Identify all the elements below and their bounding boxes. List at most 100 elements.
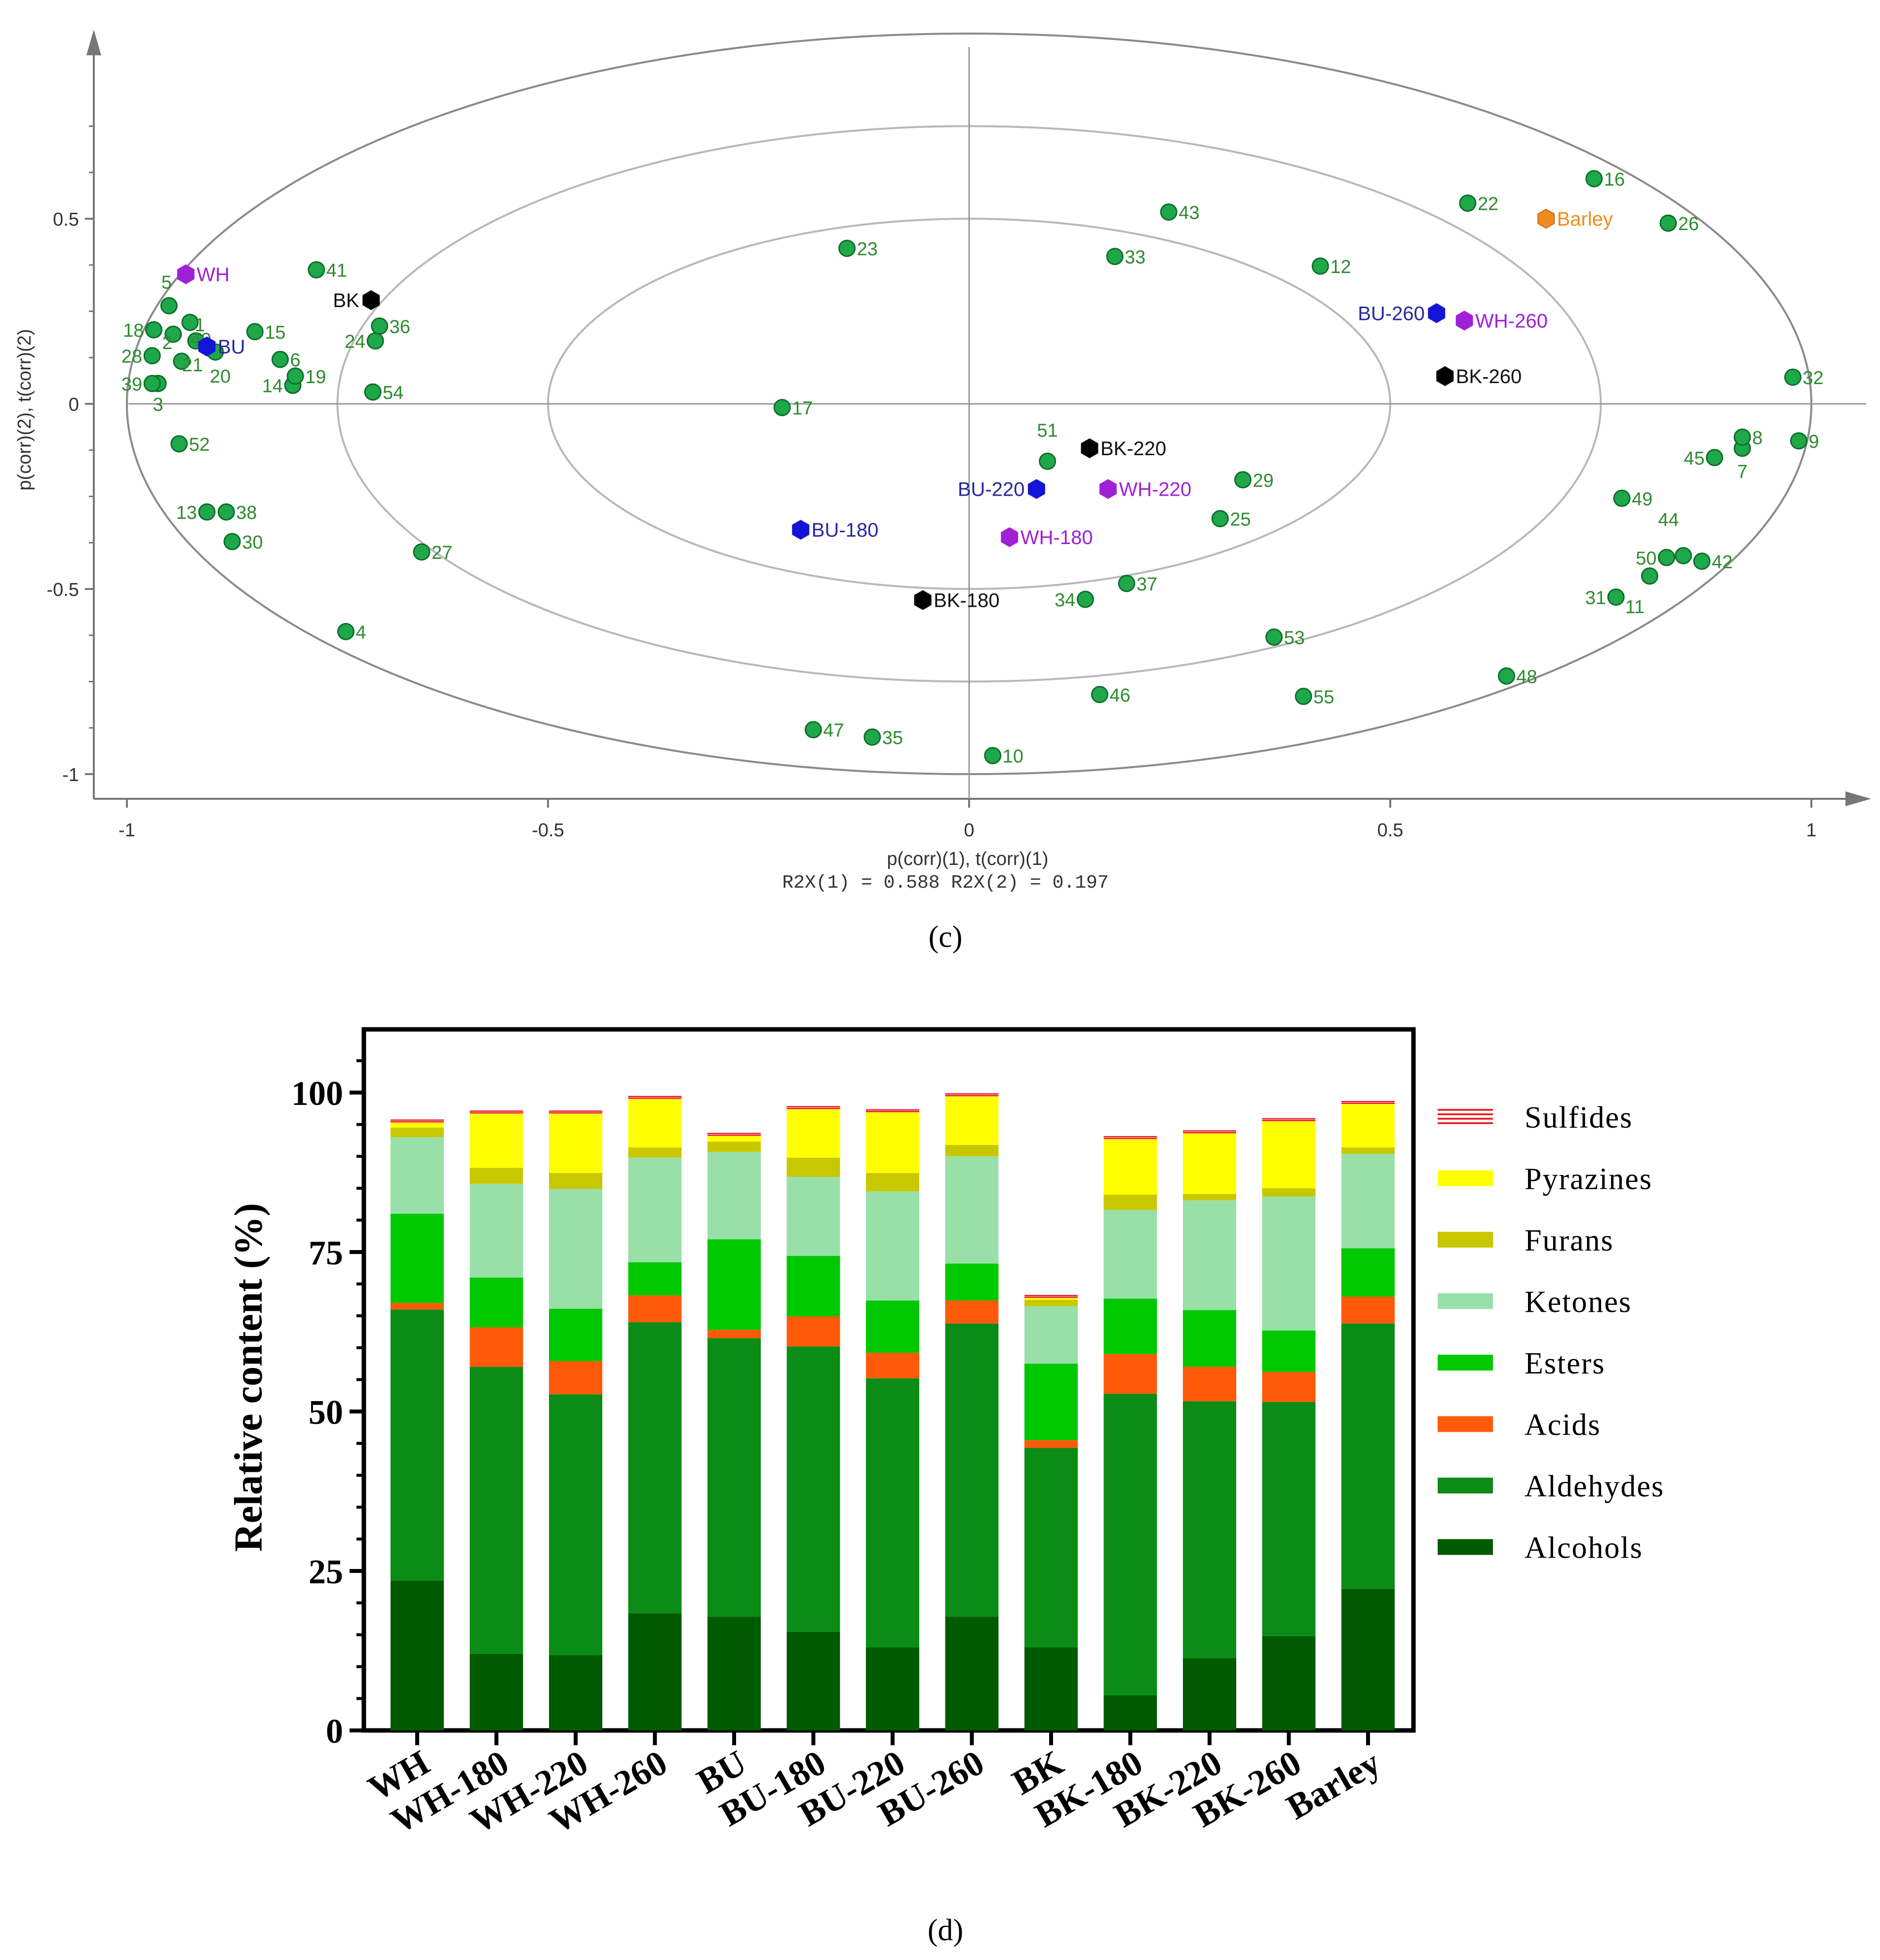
bar-y-tick-label: 100: [291, 1075, 343, 1113]
compound-label-3: 3: [153, 394, 163, 415]
bar-segment-aldehydes-bu-180: [786, 1346, 840, 1632]
bar-segment-furans-barley: [1341, 1147, 1395, 1154]
compound-point-53: [1265, 628, 1283, 646]
compound-point-28: [143, 347, 161, 364]
bar-segment-ketones-bu-220: [866, 1191, 919, 1301]
bar-x-tick-label-barley: Barley: [1280, 1743, 1387, 1827]
legend-item-pyrazines: Pyrazines: [1438, 1163, 1651, 1196]
panel-label-c: (c): [929, 920, 963, 954]
legend-label: Sulfides: [1525, 1101, 1633, 1135]
sample-label-wh-180: WH-180: [1020, 527, 1093, 549]
bar-segment-acids-wh-260: [628, 1295, 682, 1323]
bar-segment-esters-wh-180: [470, 1277, 523, 1328]
scatter-x-axis-label: p(corr)(1), t(corr)(1): [887, 849, 1048, 869]
bar-segment-aldehydes-bk: [1024, 1448, 1078, 1648]
bar-segment-sulfides-bu: [707, 1133, 761, 1136]
sample-label-wh-220: WH-220: [1119, 479, 1191, 501]
bar-segment-furans-bu: [707, 1141, 761, 1152]
compound-point-17: [773, 399, 791, 416]
bar-segment-pyrazines-wh: [391, 1122, 444, 1128]
compound-point-5: [160, 297, 178, 314]
compound-point-13: [198, 503, 216, 521]
bar-segment-furans-bk: [1024, 1299, 1078, 1306]
bar-segment-alcohols-bu-180: [786, 1631, 840, 1730]
compound-label-50: 50: [1636, 548, 1656, 569]
legend-item-sulfides: Sulfides: [1438, 1101, 1633, 1135]
bar-segment-aldehydes-bk-260: [1262, 1402, 1316, 1636]
sample-label-bu-220: BU-220: [958, 479, 1025, 501]
compound-point-43: [1160, 203, 1177, 221]
legend-label: Aldehydes: [1525, 1470, 1664, 1503]
compound-label-23: 23: [857, 239, 878, 260]
bar-segment-ketones-barley: [1341, 1154, 1395, 1249]
bar-segment-acids-wh-220: [549, 1361, 602, 1395]
bar-segment-furans-bk-260: [1262, 1188, 1316, 1197]
sample-point-bu-180: [792, 519, 810, 540]
sample-label-barley: Barley: [1557, 208, 1613, 230]
sample-label-wh: WH: [196, 264, 230, 286]
compound-point-24: [366, 332, 384, 350]
compound-point-10: [984, 747, 1002, 764]
bar-segment-esters-bk-180: [1103, 1298, 1157, 1354]
legend-swatch: [1438, 1232, 1493, 1248]
compound-point-25: [1211, 510, 1229, 527]
compound-point-22: [1459, 195, 1477, 212]
bar-segment-sulfides-wh-220: [549, 1110, 602, 1114]
compound-point-9: [1790, 432, 1807, 450]
compound-label-34: 34: [1055, 590, 1075, 611]
bar-segment-furans-bu-220: [866, 1173, 919, 1192]
bar-segment-acids-bk-180: [1103, 1354, 1157, 1394]
compound-label-35: 35: [882, 728, 903, 748]
bar-y-tick-label: 75: [309, 1234, 343, 1272]
scatter-y-axis-label: p(corr)(2), t(corr)(2): [14, 329, 35, 490]
bar-segment-pyrazines-wh-260: [628, 1098, 682, 1148]
bar-segment-esters-wh: [391, 1214, 444, 1303]
compound-label-54: 54: [383, 383, 403, 403]
compound-point-35: [863, 728, 881, 746]
bar-segment-pyrazines-barley: [1341, 1104, 1395, 1148]
bar-segment-ketones-bu-180: [786, 1176, 840, 1256]
bar-segment-ketones-bk-180: [1103, 1210, 1157, 1299]
compound-label-13: 13: [176, 503, 197, 523]
bar-segment-ketones-wh-180: [470, 1183, 523, 1278]
legend-item-esters: Esters: [1438, 1347, 1605, 1380]
bar-segment-pyrazines-bu-260: [945, 1096, 999, 1145]
compound-label-29: 29: [1253, 470, 1273, 491]
compound-point-27: [413, 543, 431, 561]
bar-segment-esters-bk: [1024, 1364, 1078, 1441]
y-axis-arrow-icon: [86, 30, 101, 55]
bar-segment-sulfides-bk-220: [1183, 1130, 1236, 1134]
compound-label-22: 22: [1478, 194, 1498, 215]
compound-point-26: [1659, 214, 1677, 232]
compound-point-30: [223, 533, 241, 550]
sample-point-wh: [177, 264, 195, 284]
bar-segment-acids-bk-260: [1262, 1372, 1316, 1402]
bar-segment-alcohols-wh-220: [549, 1655, 602, 1730]
compound-point-1: [181, 314, 199, 331]
sample-point-bu-220: [1028, 479, 1045, 499]
tick-group: -1 -0.5 0 0.5 1 -1 -0.5 0 0.5: [47, 125, 1817, 841]
panel-label-d: (d): [928, 1914, 963, 1947]
y-tick-label: -1: [62, 765, 79, 785]
compound-point-52: [170, 435, 188, 453]
bar-segment-furans-bu-260: [945, 1144, 999, 1157]
bar-segment-ketones-wh-260: [628, 1157, 682, 1262]
compound-point-36: [371, 317, 389, 335]
compound-point-45: [1706, 449, 1723, 467]
sample-label-bk-180: BK-180: [934, 590, 999, 612]
compound-point-41: [308, 261, 325, 278]
legend-swatch: [1438, 1355, 1493, 1371]
legend-swatch: [1438, 1539, 1493, 1555]
legend-label: Ketones: [1525, 1286, 1632, 1319]
sample-point-wh-260: [1455, 311, 1473, 331]
bar-y-tick-label: 0: [326, 1713, 343, 1751]
compound-label-19: 19: [305, 367, 326, 388]
bar-segment-furans-wh-260: [628, 1147, 682, 1158]
sample-point-barley: [1537, 208, 1555, 229]
compound-label-44: 44: [1658, 510, 1679, 531]
bar-segment-alcohols-bk-220: [1183, 1658, 1236, 1730]
compound-point-23: [838, 239, 856, 257]
